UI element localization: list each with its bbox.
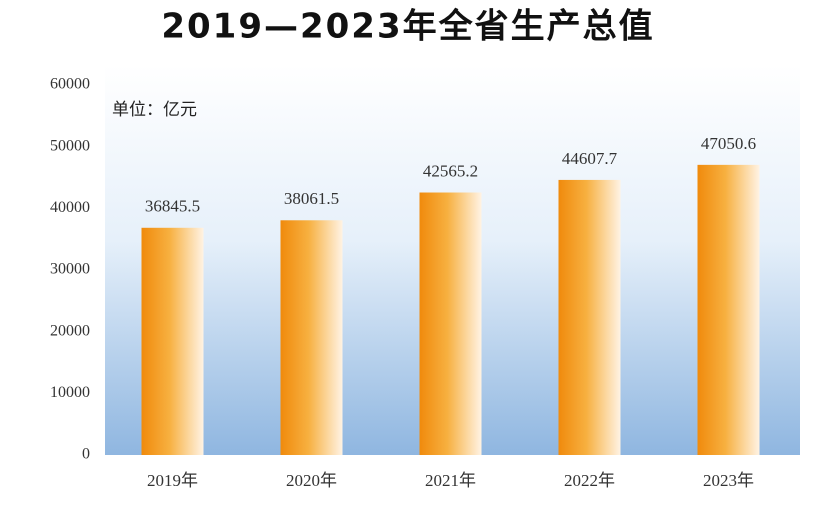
y-tick-label: 40000 (50, 199, 90, 216)
value-label: 38061.5 (284, 189, 339, 208)
unit-label: 单位：亿元 (112, 100, 197, 120)
x-tick-label: 2022年 (564, 471, 615, 490)
value-label: 42565.2 (423, 161, 478, 180)
bar (697, 164, 760, 456)
value-label: 36845.5 (145, 197, 200, 216)
y-tick-label: 10000 (50, 384, 90, 401)
bar (419, 192, 482, 456)
bar (558, 179, 621, 455)
value-label: 47050.6 (701, 134, 756, 153)
y-tick-label: 30000 (50, 261, 90, 278)
value-label: 44607.7 (562, 149, 618, 168)
chart-title: 2019—2023年全省生产总值 (161, 7, 654, 47)
bar (280, 220, 343, 455)
y-tick-label: 0 (82, 446, 90, 463)
y-tick-label: 20000 (50, 322, 90, 339)
bar (141, 227, 204, 455)
x-tick-label: 2019年 (147, 471, 198, 490)
x-tick-label: 2020年 (286, 471, 337, 490)
x-tick-label: 2021年 (425, 471, 476, 490)
y-tick-label: 60000 (50, 76, 90, 93)
y-tick-label: 50000 (50, 137, 90, 154)
x-tick-label: 2023年 (703, 471, 754, 490)
